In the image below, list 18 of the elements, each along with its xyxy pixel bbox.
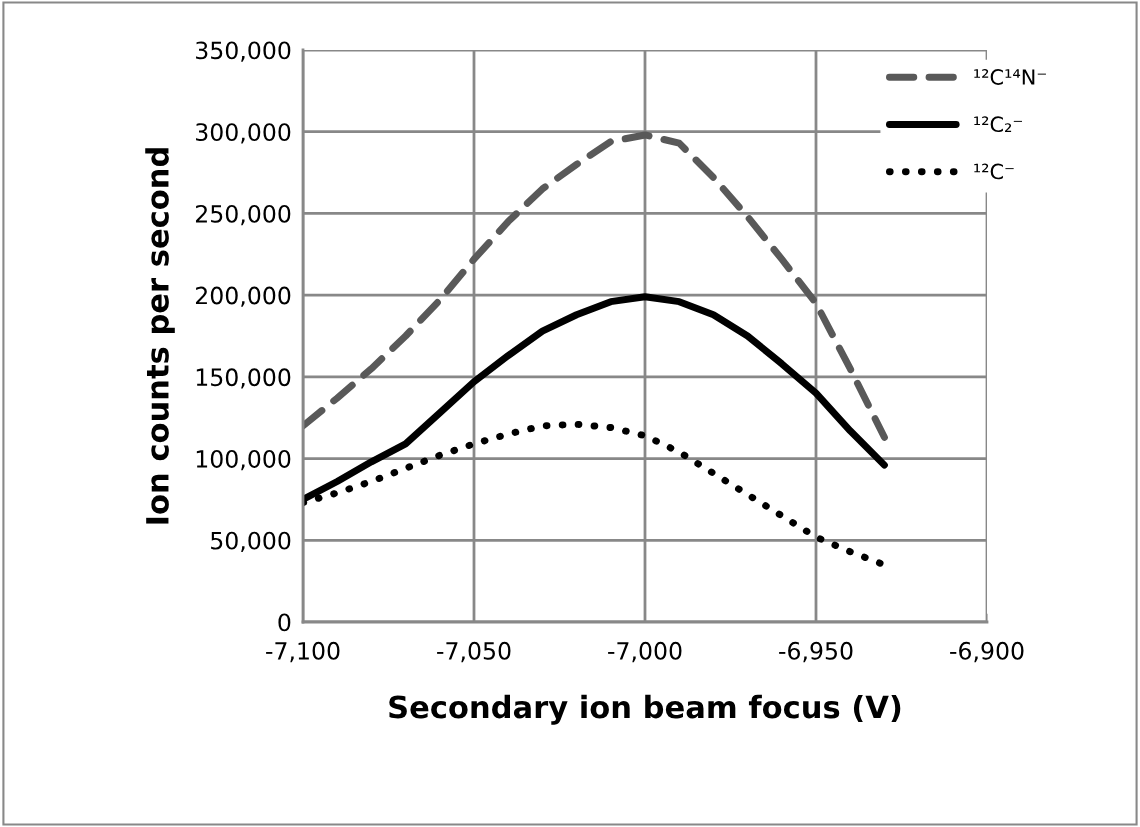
legend-label: ¹²C⁻ (974, 163, 1014, 180)
y-tick-label: 0 (278, 613, 291, 632)
x-axis-title: Secondary ion beam focus (V) (389, 694, 901, 725)
x-tick-label: -6,900 (950, 641, 1024, 663)
y-tick-label: 200,000 (195, 286, 291, 307)
y-tick-label: 100,000 (196, 450, 291, 471)
x-tick-label: -6,950 (779, 641, 853, 663)
x-tick-label: -7,050 (437, 641, 511, 663)
x-tick-label: -7,000 (608, 641, 682, 663)
y-tick-label: 300,000 (196, 123, 291, 144)
legend-label: ¹²C¹⁴N⁻ (974, 69, 1046, 85)
y-tick-label: 350,000 (196, 41, 291, 62)
y-tick-label: 50,000 (211, 531, 291, 552)
y-tick-label: 250,000 (195, 204, 291, 226)
y-tick-label: 150,000 (196, 368, 291, 389)
y-axis-title: Ion counts per second (145, 148, 175, 524)
x-tick-label: -7,100 (266, 641, 340, 663)
legend-label: ¹²C₂⁻ (974, 116, 1023, 133)
